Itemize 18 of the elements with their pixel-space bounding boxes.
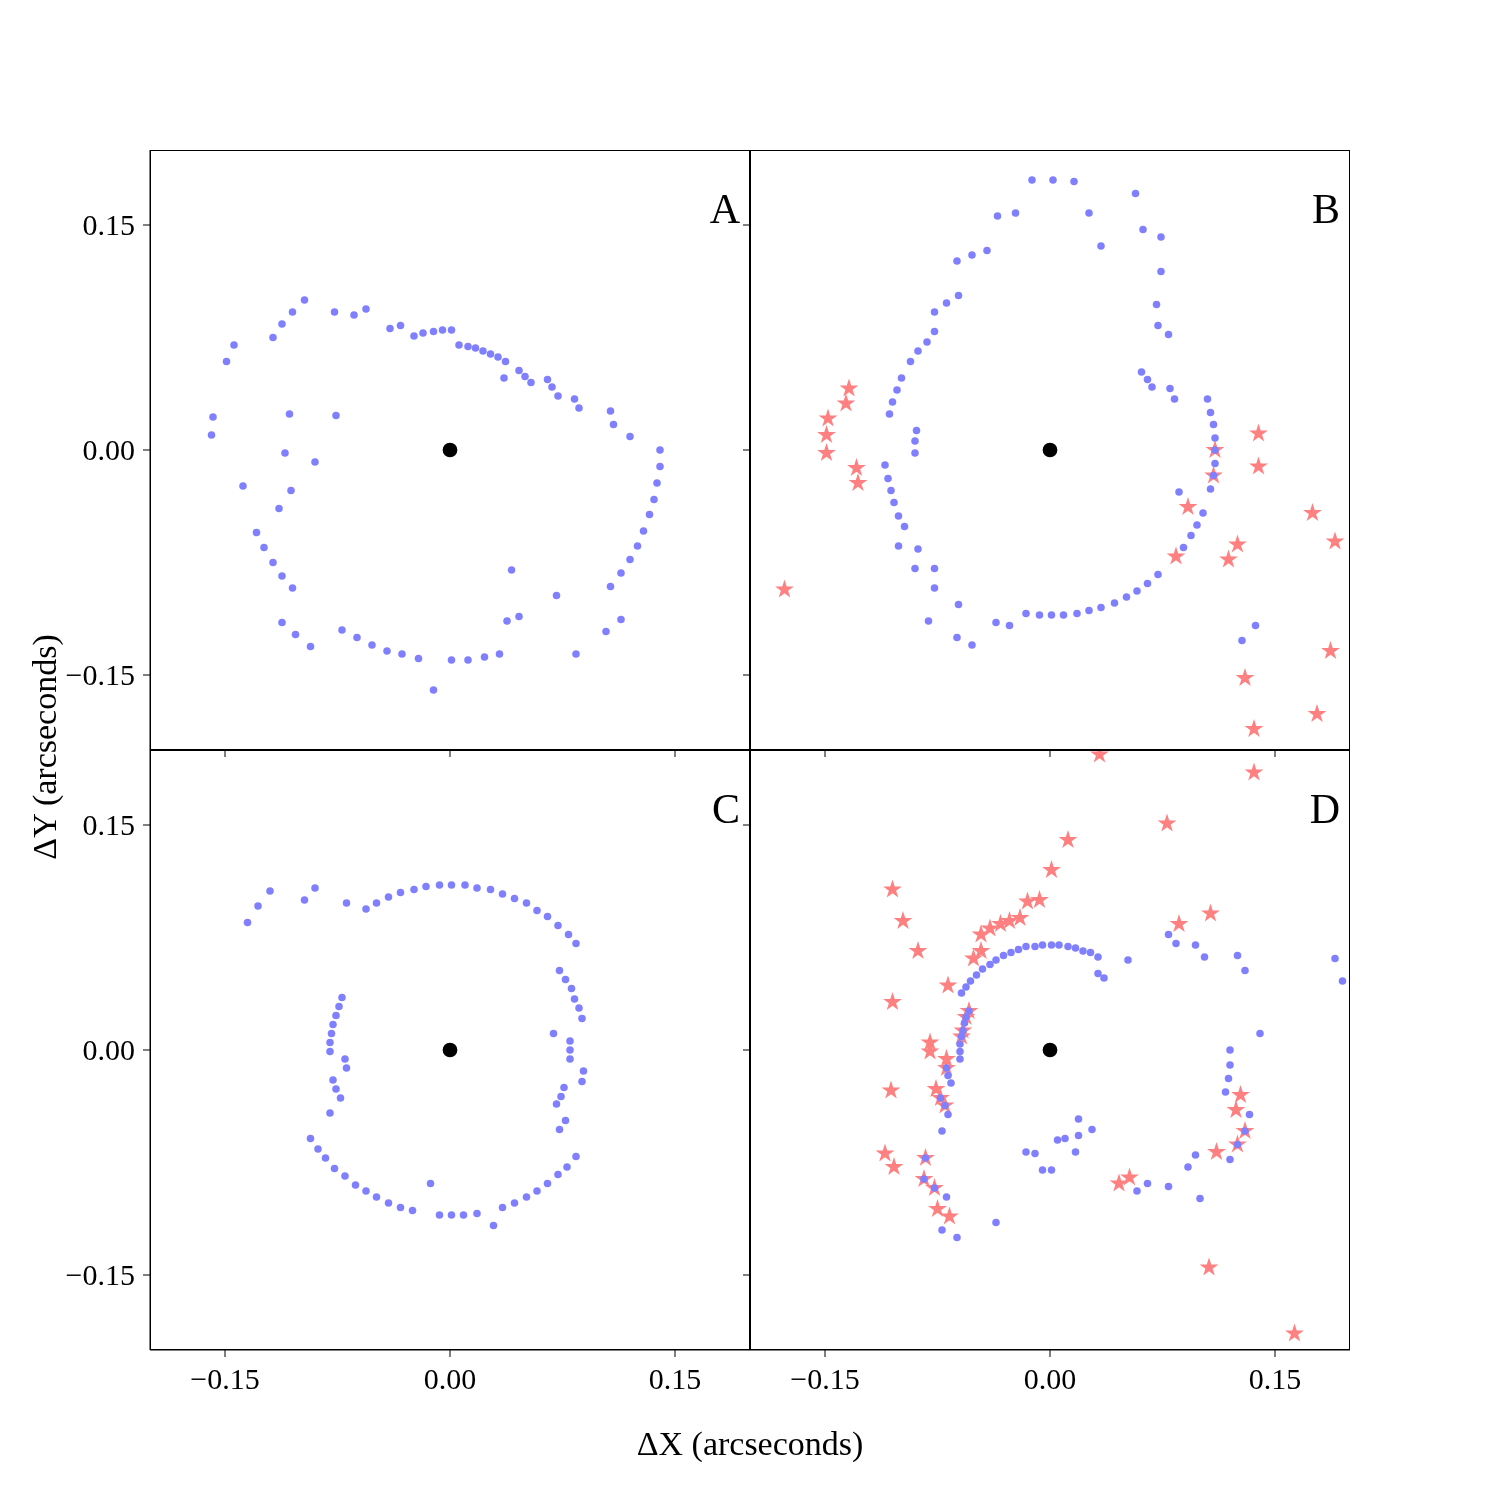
y-tick-label: 0.00 <box>82 433 135 466</box>
y-tick-label: −0.15 <box>65 1258 135 1291</box>
annotation: B <box>1311 185 1340 233</box>
x-tick-label: 0.00 <box>1023 1362 1077 1395</box>
y-tick-label: 0.15 <box>82 808 135 841</box>
x-tick-label: −0.15 <box>790 1362 860 1395</box>
y-tick-label: 0.00 <box>82 1033 135 1066</box>
x-tick-label: 0.15 <box>648 1362 702 1395</box>
annotation: A <box>708 185 740 233</box>
y-axis-title: ΔY (arcseconds) <box>26 633 64 862</box>
x-axis-title: ΔX (arcseconds) <box>635 1425 865 1463</box>
x-tick-label: 0.15 <box>1248 1362 1302 1395</box>
x-tick-label: 0.00 <box>423 1362 477 1395</box>
annotation: D <box>1308 785 1340 833</box>
x-tick-label: −0.15 <box>190 1362 260 1395</box>
annotation: C <box>711 785 740 833</box>
y-tick-label: −0.15 <box>65 658 135 691</box>
y-tick-label: 0.15 <box>82 208 135 241</box>
